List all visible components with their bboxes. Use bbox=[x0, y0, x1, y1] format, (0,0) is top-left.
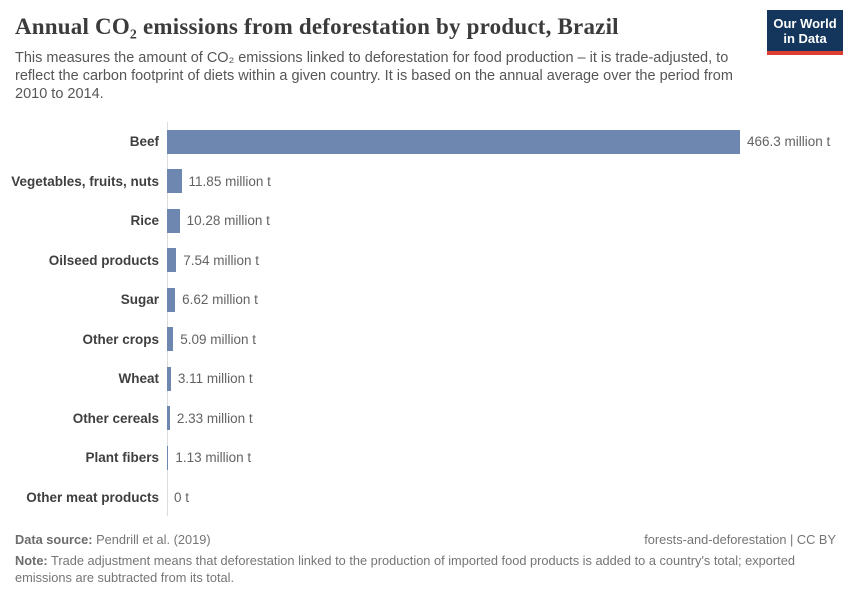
category-label: Beef bbox=[129, 134, 159, 150]
bar[interactable] bbox=[167, 169, 182, 194]
owid-logo-line2: in Data bbox=[783, 31, 827, 47]
value-label: 6.62 million t bbox=[182, 292, 258, 308]
chart-row: Vegetables, fruits, nuts 11.85 million t bbox=[0, 162, 850, 202]
chart-header: Annual CO₂ emissions from deforestation … bbox=[15, 14, 763, 103]
bar[interactable] bbox=[167, 366, 171, 391]
chart-row: Plant fibers 1.13 million t bbox=[0, 438, 850, 478]
value-label: 11.85 million t bbox=[188, 173, 271, 189]
value-label: 2.33 million t bbox=[176, 410, 253, 426]
data-source-label: Data source: bbox=[15, 532, 93, 547]
category-label: Wheat bbox=[118, 371, 160, 387]
chart-row: Rice 10.28 million t bbox=[0, 201, 850, 241]
data-source-value[interactable]: Pendrill et al. (2019) bbox=[92, 532, 211, 547]
chart-rows: Beef 466.3 million t Vegetables, fruits, n… bbox=[0, 122, 850, 517]
category-label: Oilseed products bbox=[48, 252, 159, 268]
chart-row: Other crops 5.09 million t bbox=[0, 320, 850, 360]
value-label: 0 t bbox=[174, 489, 190, 505]
category-label: Sugar bbox=[120, 292, 159, 308]
category-label: Other crops bbox=[82, 331, 159, 347]
bar[interactable] bbox=[167, 248, 177, 273]
chart-row: Other meat products 0 t bbox=[0, 478, 850, 518]
bar[interactable] bbox=[167, 327, 174, 352]
chart-row: Wheat 3.11 million t bbox=[0, 359, 850, 399]
category-label: Other cereals bbox=[72, 410, 159, 426]
data-source: Data source: Pendrill et al. (2019) bbox=[15, 532, 211, 547]
owid-logo-line1: Our World bbox=[773, 16, 837, 31]
bar[interactable] bbox=[167, 129, 740, 154]
category-label: Other meat products bbox=[26, 489, 159, 505]
bar-chart: Beef 466.3 million t Vegetables, fruits, n… bbox=[0, 122, 850, 517]
owid-logo[interactable]: Our World in Data bbox=[767, 10, 843, 55]
bar[interactable] bbox=[167, 406, 170, 431]
footer-source-row: Data source: Pendrill et al. (2019) fore… bbox=[15, 532, 836, 547]
bar[interactable] bbox=[167, 287, 176, 312]
note-value: Trade adjustment means that deforestatio… bbox=[15, 553, 795, 585]
bar[interactable] bbox=[167, 445, 169, 470]
category-label: Plant fibers bbox=[85, 450, 159, 466]
attribution[interactable]: forests-and-deforestation | CC BY bbox=[644, 532, 836, 547]
y-axis-line bbox=[167, 122, 168, 516]
note-label: Note: bbox=[15, 553, 48, 568]
chart-subtitle: This measures the amount of CO₂ emission… bbox=[15, 50, 733, 103]
value-label: 466.3 million t bbox=[747, 134, 831, 150]
chart-row: Beef 466.3 million t bbox=[0, 122, 850, 162]
page-title: Annual CO₂ emissions from deforestation … bbox=[15, 14, 619, 39]
chart-row: Other cereals 2.33 million t bbox=[0, 399, 850, 439]
chart-row: Sugar 6.62 million t bbox=[0, 280, 850, 320]
bar[interactable] bbox=[167, 208, 180, 233]
value-label: 7.54 million t bbox=[183, 252, 260, 268]
chart-row: Oilseed products 7.54 million t bbox=[0, 241, 850, 281]
value-label: 10.28 million t bbox=[186, 213, 270, 229]
value-label: 1.13 million t bbox=[175, 450, 252, 466]
category-label: Rice bbox=[130, 213, 159, 229]
footer-note: Note: Trade adjustment means that defore… bbox=[15, 553, 815, 586]
value-label: 5.09 million t bbox=[180, 331, 257, 347]
category-label: Vegetables, fruits, nuts bbox=[11, 173, 159, 189]
value-label: 3.11 million t bbox=[177, 371, 253, 387]
